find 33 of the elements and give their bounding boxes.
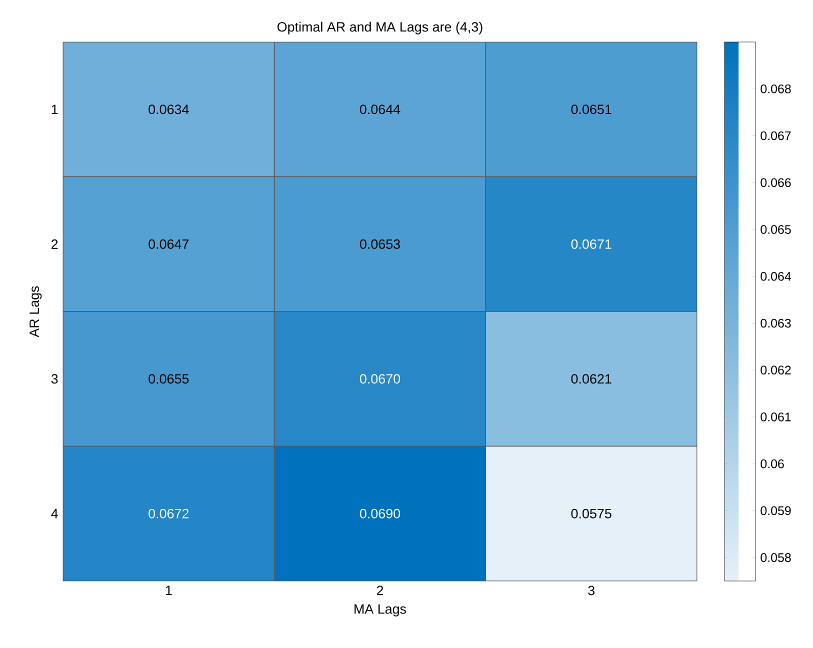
y-tick-label: 3 bbox=[51, 374, 58, 384]
data-label: 0.0690 bbox=[360, 508, 400, 518]
color-bar-label: 0.058 bbox=[760, 553, 791, 562]
color-bar-label: 0.062 bbox=[760, 366, 791, 374]
data-label: 0.0655 bbox=[148, 374, 189, 384]
x-tick-label: 3 bbox=[588, 586, 594, 596]
data-label: 0.0647 bbox=[148, 239, 189, 249]
data-label: 0.0672 bbox=[148, 508, 189, 518]
x-tick-label: 1 bbox=[166, 586, 172, 595]
data-label: 0.0651 bbox=[571, 104, 612, 114]
color-bar-label: 0.065 bbox=[760, 225, 791, 234]
chart-title: Optimal AR and MA Lags are (4,3) bbox=[277, 22, 482, 34]
data-label: 0.0575 bbox=[571, 508, 612, 518]
data-label: 0.0653 bbox=[360, 239, 400, 249]
color-bar-label: 0.066 bbox=[760, 178, 791, 188]
color-bar-label: 0.06 bbox=[760, 459, 784, 468]
color-bar-label: 0.063 bbox=[760, 318, 791, 328]
data-label: 0.0621 bbox=[571, 374, 612, 384]
y-tick-label: 1 bbox=[52, 104, 58, 114]
color-bar-label: 0.061 bbox=[760, 412, 791, 422]
x-tick-label: 2 bbox=[376, 586, 384, 596]
color-bar-label: 0.064 bbox=[760, 272, 791, 281]
x-axis-title: MA Lags bbox=[354, 604, 406, 616]
y-tick-label: 4 bbox=[51, 509, 58, 518]
y-axis-title: AR Lags bbox=[30, 286, 42, 338]
data-label: 0.0634 bbox=[148, 104, 189, 114]
data-label: 0.0644 bbox=[360, 104, 400, 114]
color-bar-label: 0.067 bbox=[760, 131, 791, 140]
color-bar-label: 0.068 bbox=[760, 84, 791, 94]
y-tick-label: 2 bbox=[52, 239, 58, 249]
data-label: 0.0670 bbox=[360, 374, 400, 384]
color-bar-label: 0.059 bbox=[760, 506, 791, 516]
data-label: 0.0671 bbox=[571, 239, 612, 249]
